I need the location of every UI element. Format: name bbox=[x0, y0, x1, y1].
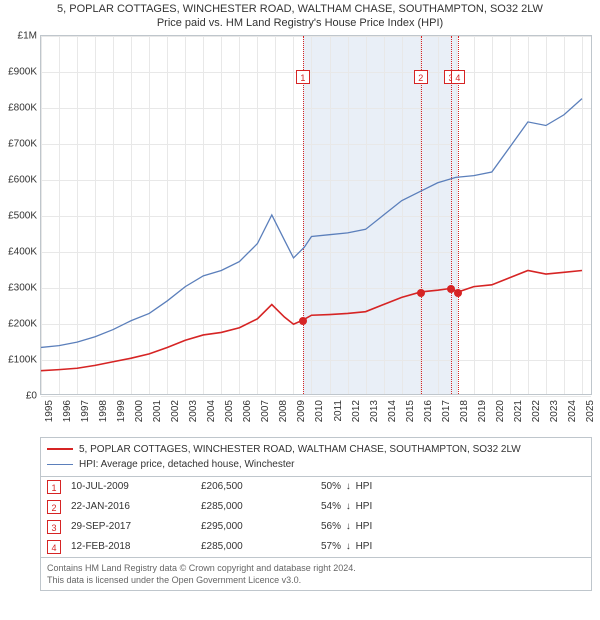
x-tick-label: 2018 bbox=[459, 400, 470, 422]
y-tick-label: £200K bbox=[8, 318, 37, 329]
event-number-box: 4 bbox=[47, 540, 61, 554]
x-axis: 1995 1996 1997 1998 1999 2000 2001 2002 2003 2004… bbox=[41, 396, 591, 432]
legend-box: 5, POPLAR COTTAGES, WINCHESTER ROAD, WAL… bbox=[40, 437, 592, 477]
title-line-2: Price paid vs. HM Land Registry's House … bbox=[0, 16, 600, 30]
footer-line-1: Contains HM Land Registry data © Crown c… bbox=[47, 562, 585, 574]
x-tick-label: 2016 bbox=[423, 400, 434, 422]
event-date: 10-JUL-2009 bbox=[71, 481, 191, 492]
y-tick-label: £500K bbox=[8, 210, 37, 221]
series-line-hpi bbox=[41, 98, 582, 347]
event-price: £285,000 bbox=[201, 501, 311, 512]
series-line-property bbox=[41, 270, 582, 370]
x-tick-label: 2012 bbox=[351, 400, 362, 422]
below-chart-block: 5, POPLAR COTTAGES, WINCHESTER ROAD, WAL… bbox=[40, 437, 592, 591]
event-pct-vs-hpi: 56% HPI bbox=[321, 521, 585, 532]
x-tick-label: 2019 bbox=[477, 400, 488, 422]
event-date: 12-FEB-2018 bbox=[71, 541, 191, 552]
x-tick-label: 1995 bbox=[44, 400, 55, 422]
x-tick-label: 1997 bbox=[80, 400, 91, 422]
x-tick-label: 1996 bbox=[62, 400, 73, 422]
x-tick-label: 2005 bbox=[224, 400, 235, 422]
event-pct-vs-hpi: 57% HPI bbox=[321, 541, 585, 552]
x-tick-label: 2006 bbox=[242, 400, 253, 422]
y-tick-label: £100K bbox=[8, 354, 37, 365]
footer-attribution: Contains HM Land Registry data © Crown c… bbox=[40, 558, 592, 591]
x-tick-label: 1999 bbox=[116, 400, 127, 422]
title-line-1: 5, POPLAR COTTAGES, WINCHESTER ROAD, WAL… bbox=[0, 2, 600, 16]
y-tick-label: £900K bbox=[8, 66, 37, 77]
x-tick-label: 2009 bbox=[296, 400, 307, 422]
table-row: 3 29-SEP-2017 £295,000 56% HPI bbox=[41, 517, 591, 537]
x-tick-label: 2017 bbox=[441, 400, 452, 422]
x-tick-label: 2008 bbox=[278, 400, 289, 422]
y-tick-label: £1M bbox=[18, 30, 37, 41]
series-svg bbox=[41, 36, 591, 394]
event-number-box: 1 bbox=[47, 480, 61, 494]
event-pct-vs-hpi: 50% HPI bbox=[321, 481, 585, 492]
x-tick-label: 2011 bbox=[333, 400, 344, 422]
y-axis: £0£100K£200K£300K£400K£500K£600K£700K£80… bbox=[1, 36, 39, 394]
x-tick-label: 1998 bbox=[98, 400, 109, 422]
x-tick-label: 2001 bbox=[152, 400, 163, 422]
x-tick-label: 2004 bbox=[206, 400, 217, 422]
x-tick-label: 2015 bbox=[405, 400, 416, 422]
x-tick-label: 2021 bbox=[513, 400, 524, 422]
event-date: 22-JAN-2016 bbox=[71, 501, 191, 512]
x-tick-label: 2003 bbox=[188, 400, 199, 422]
event-number-box: 3 bbox=[47, 520, 61, 534]
legend-label: 5, POPLAR COTTAGES, WINCHESTER ROAD, WAL… bbox=[79, 442, 521, 457]
event-price: £285,000 bbox=[201, 541, 311, 552]
y-tick-label: £700K bbox=[8, 138, 37, 149]
x-tick-label: 2025 bbox=[585, 400, 596, 422]
chart-title-block: 5, POPLAR COTTAGES, WINCHESTER ROAD, WAL… bbox=[0, 0, 600, 31]
y-tick-label: £300K bbox=[8, 282, 37, 293]
x-tick-label: 2000 bbox=[134, 400, 145, 422]
event-number-box: 2 bbox=[47, 500, 61, 514]
x-tick-label: 2024 bbox=[567, 400, 578, 422]
x-tick-label: 2023 bbox=[549, 400, 560, 422]
table-row: 2 22-JAN-2016 £285,000 54% HPI bbox=[41, 497, 591, 517]
footer-line-2: This data is licensed under the Open Gov… bbox=[47, 574, 585, 586]
y-tick-label: £0 bbox=[26, 390, 37, 401]
sales-events-table: 1 10-JUL-2009 £206,500 50% HPI 2 22-JAN-2016 £… bbox=[40, 477, 592, 558]
event-price: £295,000 bbox=[201, 521, 311, 532]
x-tick-label: 2013 bbox=[369, 400, 380, 422]
table-row: 1 10-JUL-2009 £206,500 50% HPI bbox=[41, 477, 591, 497]
legend-row: 5, POPLAR COTTAGES, WINCHESTER ROAD, WAL… bbox=[47, 442, 585, 457]
event-pct-vs-hpi: 54% HPI bbox=[321, 501, 585, 512]
x-tick-label: 2022 bbox=[531, 400, 542, 422]
event-date: 29-SEP-2017 bbox=[71, 521, 191, 532]
y-tick-label: £600K bbox=[8, 174, 37, 185]
legend-row: HPI: Average price, detached house, Winc… bbox=[47, 457, 585, 472]
x-tick-label: 2007 bbox=[260, 400, 271, 422]
table-row: 4 12-FEB-2018 £285,000 57% HPI bbox=[41, 537, 591, 557]
legend-swatch bbox=[47, 464, 73, 465]
x-tick-label: 2010 bbox=[314, 400, 325, 422]
event-price: £206,500 bbox=[201, 481, 311, 492]
legend-label: HPI: Average price, detached house, Winc… bbox=[79, 457, 295, 472]
x-tick-label: 2002 bbox=[170, 400, 181, 422]
x-tick-label: 2020 bbox=[495, 400, 506, 422]
y-tick-label: £400K bbox=[8, 246, 37, 257]
legend-swatch bbox=[47, 448, 73, 450]
x-tick-label: 2014 bbox=[387, 400, 398, 422]
y-tick-label: £800K bbox=[8, 102, 37, 113]
chart-plot-area: 1234 £0£100K£200K£300K£400K£500K£600K£70… bbox=[40, 35, 592, 395]
